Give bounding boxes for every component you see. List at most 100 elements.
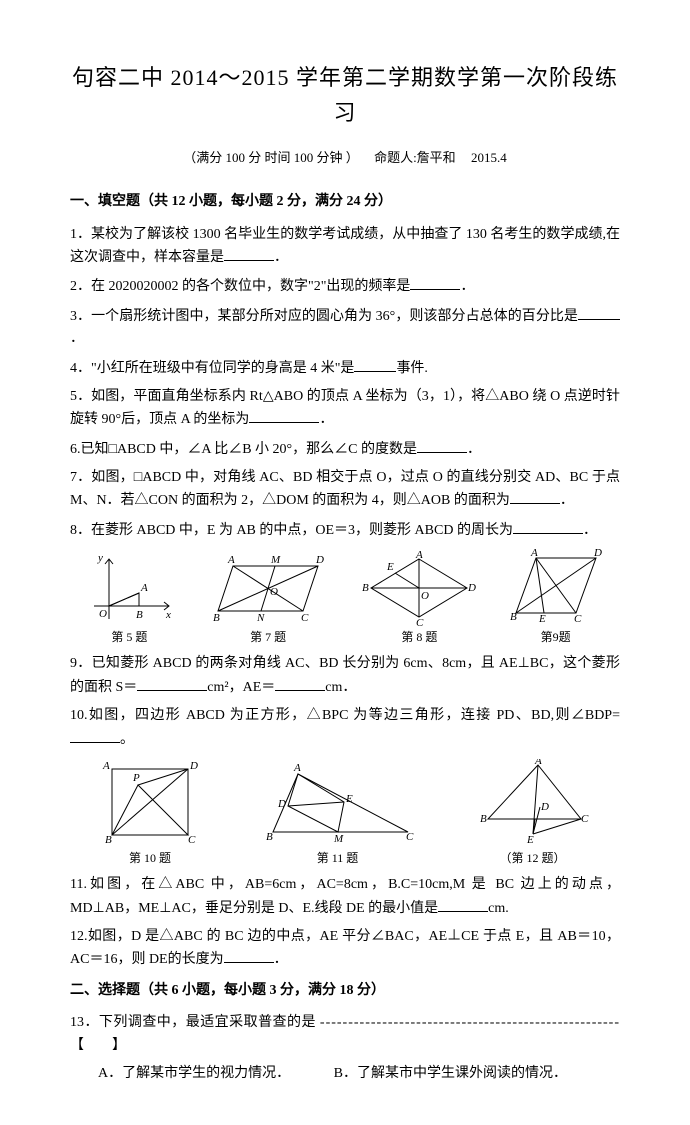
q10-end: 。 xyxy=(120,732,134,747)
q13-choices: A．了解某市学生的视力情况． B．了解某市中学生课外阅读的情况． xyxy=(70,1063,620,1085)
q4-blank xyxy=(354,357,396,372)
fig10-svg: A B C D P xyxy=(98,757,203,847)
q12-text: 12.如图，D 是△ABC 的 BC 边的中点，AE 平分∠BAC，AE⊥CE … xyxy=(70,929,620,967)
fig9-B: B xyxy=(510,611,517,623)
fig5-y: y xyxy=(97,552,103,564)
fig12-cap: （第 12 题） xyxy=(473,849,593,868)
fig7-O: O xyxy=(270,586,278,598)
fig12-E: E xyxy=(526,834,534,846)
q3-end: ． xyxy=(70,331,84,346)
q5: 5．如图，平面直角坐标系内 Rt△ABO 的顶点 A 坐标为（3，1），将△AB… xyxy=(70,386,620,432)
fig11-M: M xyxy=(333,833,344,845)
q1-text: 1．某校为了解该校 1300 名毕业生的数学考试成绩，从中抽查了 130 名考生… xyxy=(70,227,620,265)
q2-end: ． xyxy=(460,279,474,294)
fig5-svg: y x O A B xyxy=(84,551,174,626)
q9-blank2 xyxy=(275,676,325,691)
date: 2015.4 xyxy=(471,150,507,165)
fig11-svg: A B C D E M xyxy=(258,762,418,847)
fig8-D: D xyxy=(467,582,476,594)
fig8-svg: A B C D E O xyxy=(362,551,477,626)
q2: 2．在 2020020002 的各个数位中，数字"2"出现的频率是 ． xyxy=(70,275,620,298)
q8-text: 8．在菱形 ABCD 中，E 为 AB 的中点，OE＝3，则菱形 ABCD 的周… xyxy=(70,523,513,538)
q1-blank xyxy=(224,246,274,261)
fig12-D: D xyxy=(540,801,549,813)
fig7-N: N xyxy=(256,612,265,624)
fig10-D: D xyxy=(189,760,198,772)
q1: 1．某校为了解该校 1300 名毕业生的数学考试成绩，从中抽查了 130 名考生… xyxy=(70,224,620,270)
fig5-cap: 第 5 题 xyxy=(84,628,174,647)
fig9-svg: A B C D E xyxy=(506,548,606,626)
fig7-D: D xyxy=(315,554,324,566)
fig7-svg: A M D B N C O xyxy=(203,551,333,626)
fig12-svg: A B C D E xyxy=(473,759,593,847)
fig8-C: C xyxy=(416,617,424,626)
figure-row-1: y x O A B 第 5 题 A M D B N C O 第 7 题 xyxy=(70,548,620,647)
fig9-C: C xyxy=(574,613,582,625)
q9-mid: cm²，AE＝ xyxy=(207,680,275,695)
fig5-A: A xyxy=(140,582,148,594)
fig11-cap: 第 11 题 xyxy=(258,849,418,868)
q3-text: 3．一个扇形统计图中，某部分所对应的圆心角为 36°，则该部分占总体的百分比是 xyxy=(70,309,578,324)
q11-blank xyxy=(438,897,488,912)
q9-blank1 xyxy=(137,676,207,691)
fig8-O: O xyxy=(421,590,429,602)
q5-end: ． xyxy=(319,412,333,427)
q4-text: 4．"小红所在班级中有位同学的身高是 4 米"是 xyxy=(70,361,354,376)
fig10: A B C D P 第 10 题 xyxy=(98,757,203,868)
q9-end: cm． xyxy=(325,680,356,695)
section-choice: 二、选择题（共 6 小题，每小题 3 分，满分 18 分） xyxy=(70,980,620,1002)
fig10-P: P xyxy=(132,772,140,784)
fig11-A: A xyxy=(293,762,301,774)
fig9-D: D xyxy=(593,548,602,559)
fig5-O: O xyxy=(99,608,107,620)
q11-end: cm. xyxy=(488,901,509,916)
fig7: A M D B N C O 第 7 题 xyxy=(203,551,333,647)
fig5-x: x xyxy=(165,609,171,621)
fig12-B: B xyxy=(480,813,487,825)
q5-blank xyxy=(249,408,319,423)
fig8-E: E xyxy=(386,561,394,573)
fig9: A B C D E 第9题 xyxy=(506,548,606,647)
fig11-E: E xyxy=(345,793,353,805)
q6-blank xyxy=(417,438,467,453)
q6: 6.已知□ABCD 中，∠A 比∠B 小 20°，那么∠C 的度数是 ． xyxy=(70,438,620,461)
fig7-B: B xyxy=(213,612,220,624)
author: 命题人:詹平和 xyxy=(374,150,456,165)
q12: 12.如图，D 是△ABC 的 BC 边的中点，AE 平分∠BAC，AE⊥CE … xyxy=(70,926,620,972)
q12-blank xyxy=(224,948,274,963)
q5-text: 5．如图，平面直角坐标系内 Rt△ABO 的顶点 A 坐标为（3，1），将△AB… xyxy=(70,389,620,427)
q12-end: ． xyxy=(274,952,288,967)
q8: 8．在菱形 ABCD 中，E 为 AB 的中点，OE＝3，则菱形 ABCD 的周… xyxy=(70,519,620,542)
fig9-E: E xyxy=(538,613,546,625)
q11: 11.如图，在△ABC 中，AB=6cm，AC=8cm，B.C=10cm,M 是… xyxy=(70,874,620,920)
q8-end: ． xyxy=(583,523,597,538)
q7-blank xyxy=(510,489,560,504)
fig9-A: A xyxy=(530,548,538,559)
marks-time: （满分 100 分 时间 100 分钟 ） xyxy=(183,150,359,165)
fig9-cap: 第9题 xyxy=(506,628,606,647)
q10: 10.如图，四边形 ABCD 为正方形，△BPC 为等边三角形，连接 PD、BD… xyxy=(70,705,620,751)
fig8-A: A xyxy=(415,551,423,561)
q4: 4．"小红所在班级中有位同学的身高是 4 米"是事件. xyxy=(70,357,620,380)
fig10-B: B xyxy=(105,834,112,846)
q3: 3．一个扇形统计图中，某部分所对应的圆心角为 36°，则该部分占总体的百分比是 ． xyxy=(70,305,620,351)
q2-blank xyxy=(410,275,460,290)
q11-text: 11.如图，在△ABC 中，AB=6cm，AC=8cm，B.C=10cm,M 是… xyxy=(70,877,620,915)
fig10-A: A xyxy=(102,760,110,772)
fig10-C: C xyxy=(188,834,196,846)
fig11-C: C xyxy=(406,831,414,843)
fig11: A B C D E M 第 11 题 xyxy=(258,762,418,868)
q2-text: 2．在 2020020002 的各个数位中，数字"2"出现的频率是 xyxy=(70,279,410,294)
q6-text: 6.已知□ABCD 中，∠A 比∠B 小 20°，那么∠C 的度数是 xyxy=(70,442,417,457)
q10-blank xyxy=(70,728,120,743)
q6-end: ． xyxy=(467,442,481,457)
q8-blank xyxy=(513,519,583,534)
fig7-C: C xyxy=(301,612,309,624)
q13-text: 13．下列调查中，最适宜采取普查的是 xyxy=(70,1015,320,1030)
section-fill: 一、填空题（共 12 小题，每小题 2 分，满分 24 分） xyxy=(70,191,620,213)
page-title: 句容二中 2014～2015 学年第二学期数学第一次阶段练习 xyxy=(70,60,620,130)
fig7-A: A xyxy=(227,554,235,566)
subtitle: （满分 100 分 时间 100 分钟 ） 命题人:詹平和 2015.4 xyxy=(70,148,620,169)
fig5-B: B xyxy=(136,609,143,621)
q10-text: 10.如图，四边形 ABCD 为正方形，△BPC 为等边三角形，连接 PD、BD… xyxy=(70,708,620,723)
